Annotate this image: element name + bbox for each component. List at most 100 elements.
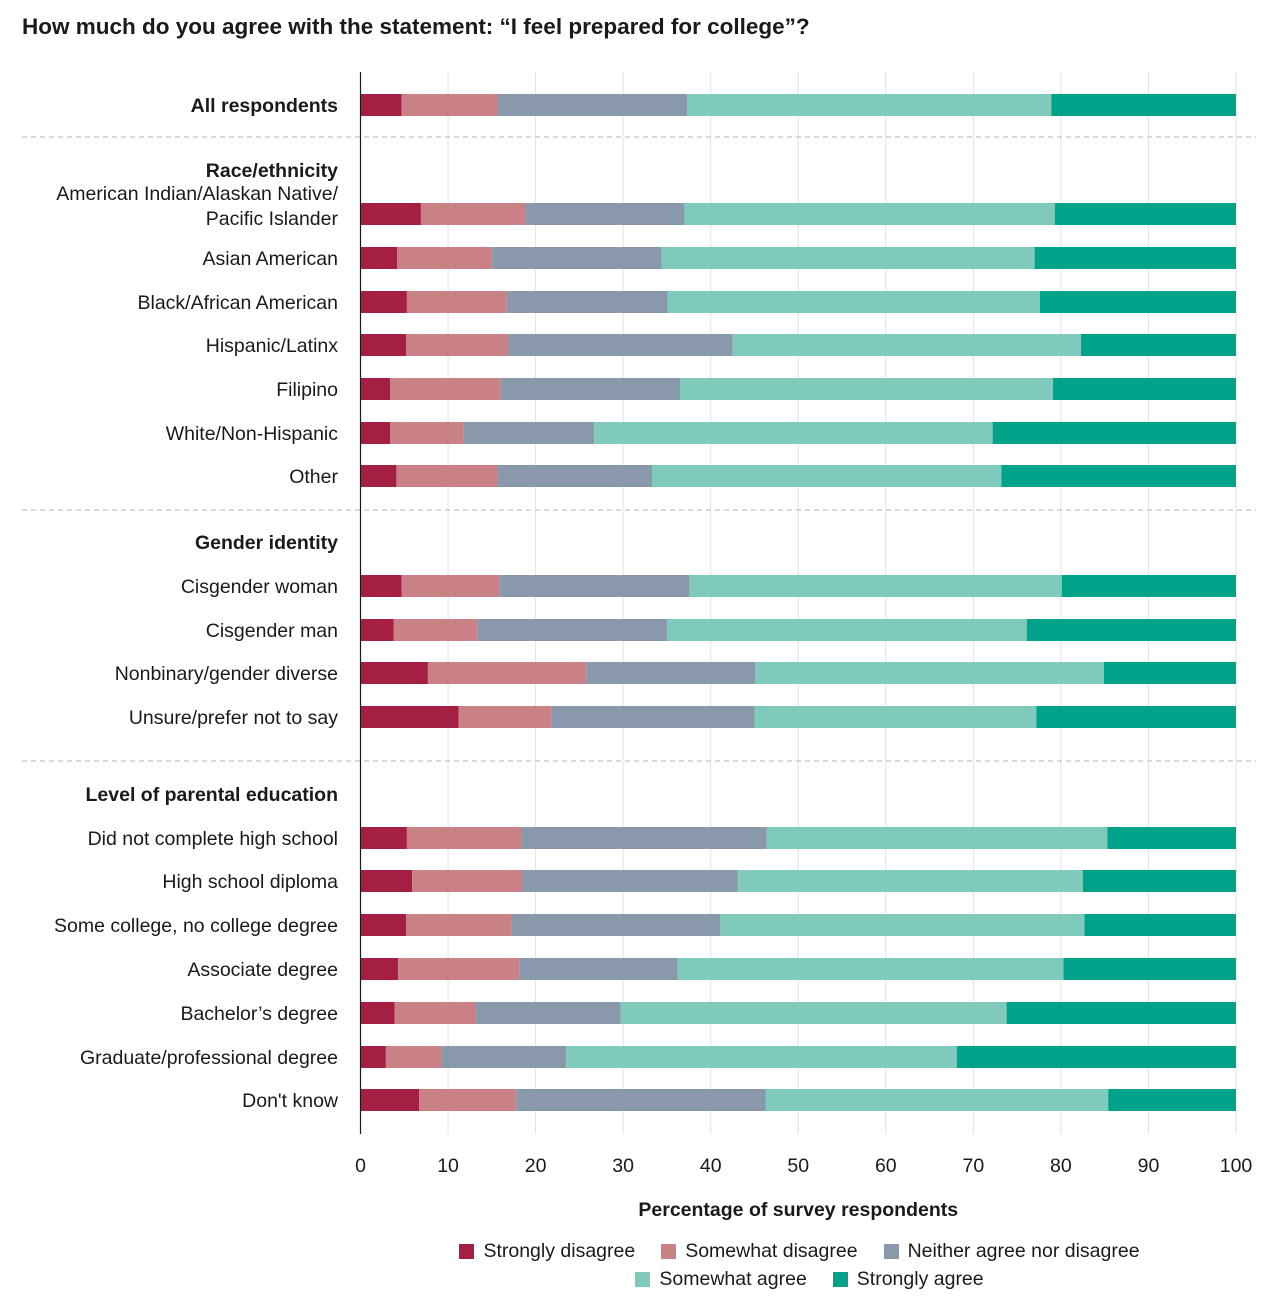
legend-item: Strongly agree <box>832 1268 984 1291</box>
x-tick-label: 10 <box>437 1155 459 1177</box>
category-label: Filipino <box>276 379 338 401</box>
bar-segment <box>1006 1002 1236 1024</box>
bar-segment <box>1039 291 1236 313</box>
category-label: Don't know <box>242 1090 339 1112</box>
bar-segment <box>396 465 498 487</box>
legend-swatch <box>832 1272 848 1287</box>
legend-swatch <box>635 1272 651 1287</box>
category-label: Associate degree <box>187 959 338 981</box>
bar-segment <box>441 1046 567 1068</box>
bar-segment <box>419 1089 517 1111</box>
bar-segment <box>594 422 993 444</box>
category-label: American Indian/Alaskan Native/Pacific I… <box>56 183 338 230</box>
bar-segment <box>720 914 1085 936</box>
bar-segment <box>394 1002 477 1024</box>
bar-segment <box>506 291 668 313</box>
bar-segment <box>360 334 407 356</box>
bar-segment <box>360 662 428 684</box>
legend-item: Somewhat disagree <box>661 1240 858 1263</box>
bar-segment <box>412 870 523 892</box>
x-tick-label: 70 <box>962 1155 984 1177</box>
bar-segment <box>666 619 1027 641</box>
bar-segment <box>458 706 552 728</box>
category-label: Did not complete high school <box>88 828 338 850</box>
bar-segment <box>401 575 500 597</box>
category-label: Asian American <box>203 248 338 270</box>
legend-item: Neither agree nor disagree <box>883 1240 1140 1263</box>
bar-segment <box>420 203 526 225</box>
bar-segment <box>522 870 738 892</box>
x-axis-title: Percentage of survey respondents <box>638 1199 958 1221</box>
category-label: White/Non-Hispanic <box>166 423 339 445</box>
bar-segment <box>1108 1089 1236 1111</box>
bar-segment <box>393 619 478 641</box>
bar-segment <box>1036 706 1236 728</box>
category-label-line: American Indian/Alaskan Native/ <box>56 183 338 205</box>
bar-segment <box>406 914 512 936</box>
legend-item: Strongly disagree <box>459 1240 635 1263</box>
bar-segment <box>956 1046 1236 1068</box>
bar-segment <box>620 1002 1007 1024</box>
legend-item: Somewhat agree <box>635 1268 807 1291</box>
bar-segment <box>360 958 399 980</box>
legend-label: Somewhat agree <box>659 1268 807 1290</box>
legend-label: Strongly agree <box>856 1268 984 1290</box>
bar-segment <box>406 291 507 313</box>
legend-swatch <box>459 1244 475 1259</box>
x-tick-label: 0 <box>355 1155 366 1177</box>
bar-segment <box>1103 662 1236 684</box>
bar-segment <box>401 94 498 116</box>
bar-segment <box>755 662 1104 684</box>
bar-segment <box>360 827 407 849</box>
bar-segment <box>684 203 1055 225</box>
x-tick-label: 30 <box>612 1155 634 1177</box>
bar-segment <box>1082 870 1236 892</box>
group-heading: Level of parental education <box>86 784 338 806</box>
bar-segment <box>360 203 421 225</box>
bar-segment <box>525 203 685 225</box>
bar-segment <box>477 619 667 641</box>
bar-segment <box>677 958 1064 980</box>
x-tick-label: 40 <box>700 1155 722 1177</box>
bar-segment <box>737 870 1083 892</box>
category-label: Graduate/professional degree <box>80 1047 338 1069</box>
x-tick-label: 90 <box>1138 1155 1160 1177</box>
bar-segment <box>732 334 1082 356</box>
x-tick-label: 50 <box>787 1155 809 1177</box>
bar-segment <box>360 1002 395 1024</box>
category-label: All respondents <box>191 95 339 117</box>
chart-title: How much do you agree with the statement… <box>22 14 810 39</box>
x-tick-label: 60 <box>875 1155 897 1177</box>
bar-segment <box>1061 575 1236 597</box>
bar-segment <box>499 575 690 597</box>
category-label: Unsure/prefer not to say <box>129 707 338 729</box>
group-heading: Gender identity <box>195 532 338 554</box>
bar-segment <box>652 465 1002 487</box>
x-tick-label: 80 <box>1050 1155 1072 1177</box>
bar-segment <box>360 422 391 444</box>
legend-row-2: Somewhat agree Strongly agree <box>0 1268 1269 1291</box>
category-label: Black/African American <box>138 292 339 314</box>
bar-segment <box>360 465 397 487</box>
bar-segment <box>1107 827 1236 849</box>
bar-segment <box>1054 203 1236 225</box>
bar-segment <box>360 94 402 116</box>
bar-segment <box>1026 619 1236 641</box>
bar-segment <box>500 378 681 400</box>
bar-segment <box>1051 94 1236 116</box>
bar-segment <box>463 422 595 444</box>
bar-segment <box>687 94 1052 116</box>
bar-segment <box>360 247 398 269</box>
bar-segment <box>406 334 509 356</box>
bar-segment <box>476 1002 621 1024</box>
x-tick-label: 20 <box>525 1155 547 1177</box>
bar-segment <box>360 706 459 728</box>
bar-segment <box>1053 378 1236 400</box>
bar-segment <box>667 291 1040 313</box>
bar-segment <box>661 247 1035 269</box>
bar-segment <box>491 247 662 269</box>
bar-segment <box>406 827 522 849</box>
bar-segment <box>765 1089 1109 1111</box>
bar-segment <box>427 662 587 684</box>
